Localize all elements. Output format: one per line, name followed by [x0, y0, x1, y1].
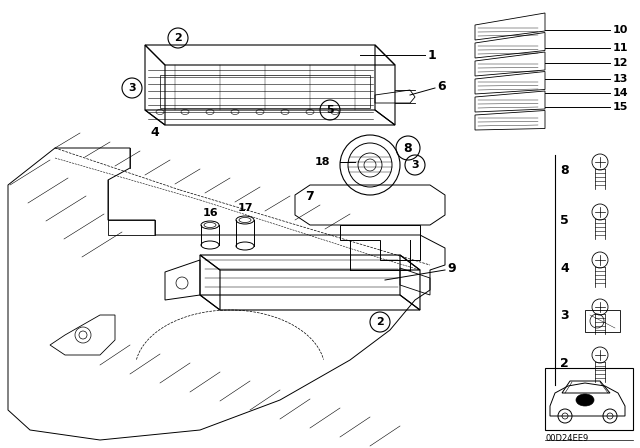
Text: 6: 6: [437, 79, 445, 92]
Text: 2: 2: [560, 357, 569, 370]
Text: 3: 3: [128, 83, 136, 93]
Text: 4: 4: [560, 262, 569, 275]
Text: 13: 13: [613, 74, 628, 84]
Text: 15: 15: [613, 102, 628, 112]
Text: 17: 17: [237, 203, 253, 213]
Text: 5: 5: [326, 105, 334, 115]
Text: 00D24EE9: 00D24EE9: [545, 434, 588, 443]
Text: 3: 3: [411, 160, 419, 170]
Text: 14: 14: [613, 88, 628, 98]
Text: 7: 7: [305, 190, 314, 202]
Text: 1: 1: [428, 48, 436, 61]
Text: 2: 2: [376, 317, 384, 327]
Ellipse shape: [576, 394, 594, 406]
Text: 18: 18: [314, 157, 330, 167]
Text: 12: 12: [613, 58, 628, 68]
Text: 9: 9: [447, 262, 456, 275]
Text: 10: 10: [613, 25, 628, 35]
Text: 8: 8: [560, 164, 568, 177]
Text: 5: 5: [560, 214, 569, 227]
Text: 4: 4: [150, 125, 159, 138]
Text: 2: 2: [174, 33, 182, 43]
Text: 3: 3: [560, 309, 568, 322]
Text: 16: 16: [202, 208, 218, 218]
Text: 8: 8: [404, 142, 412, 155]
Bar: [545, 368, 633, 430]
Text: 11: 11: [613, 43, 628, 53]
